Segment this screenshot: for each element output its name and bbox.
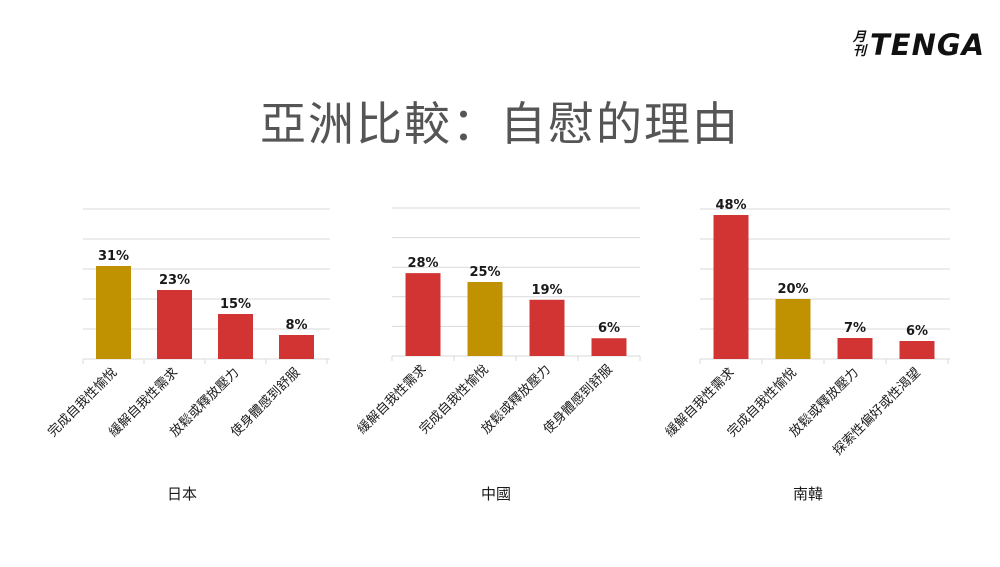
tenga-logo: 月 刊 TENGA bbox=[853, 28, 985, 62]
logo-small-top: 月 bbox=[853, 30, 867, 45]
data-label: 15% bbox=[220, 297, 251, 312]
data-label: 7% bbox=[844, 321, 866, 336]
bar bbox=[529, 299, 565, 356]
bar bbox=[96, 266, 131, 359]
data-label: 23% bbox=[159, 273, 190, 288]
page-title: 亞洲比較：自慰的理由 bbox=[260, 97, 740, 151]
data-label: 48% bbox=[715, 198, 746, 213]
country-label: 南韓 bbox=[793, 485, 823, 503]
data-label: 6% bbox=[906, 324, 928, 339]
data-label: 31% bbox=[98, 249, 129, 264]
logo-small-bottom: 刊 bbox=[853, 44, 867, 59]
bar bbox=[899, 341, 935, 359]
bar bbox=[775, 299, 811, 359]
country-label: 日本 bbox=[167, 485, 197, 503]
bar bbox=[591, 338, 627, 356]
data-label: 19% bbox=[531, 283, 562, 298]
bar bbox=[467, 282, 503, 356]
bar bbox=[405, 273, 441, 356]
bar bbox=[837, 338, 873, 359]
bar bbox=[157, 290, 192, 359]
logo-main-text: TENGA bbox=[870, 28, 986, 62]
bar bbox=[279, 335, 314, 359]
data-label: 20% bbox=[777, 282, 808, 297]
logo-monthly-mark: 月 刊 bbox=[853, 31, 866, 59]
bar bbox=[218, 314, 253, 359]
data-label: 25% bbox=[469, 265, 500, 280]
data-label: 28% bbox=[407, 256, 438, 271]
data-label: 8% bbox=[285, 318, 307, 333]
bar bbox=[713, 215, 749, 359]
data-label: 6% bbox=[598, 321, 620, 336]
country-label: 中國 bbox=[481, 485, 511, 503]
